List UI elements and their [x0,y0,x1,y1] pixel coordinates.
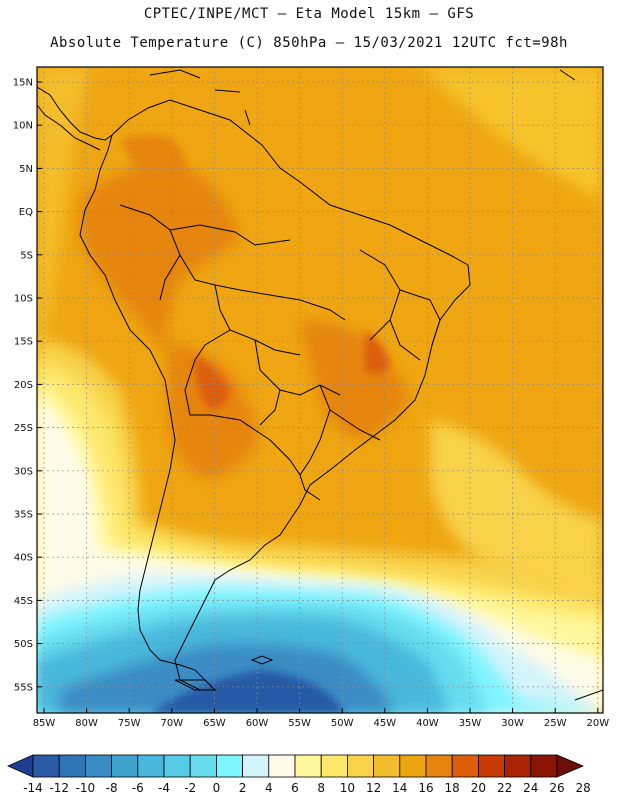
falkland-islands [250,655,274,665]
lat-tick-label: 15N [13,78,33,89]
gridlines [37,67,603,713]
africa-coast [574,689,603,701]
colorbar-swatch [346,754,374,778]
colorbar-swatch [189,754,217,778]
colorbar-swatch [451,754,479,778]
colorbar-tick-label: 26 [549,781,564,795]
colorbar-tick-label: 10 [340,781,355,795]
colorbar-swatch [477,754,505,778]
colorbar-swatch [242,754,270,778]
lat-tick-label: 50S [14,639,33,650]
colorbar-tick-label: 8 [317,781,325,795]
colorbar-swatch [530,754,558,778]
colorbar-tick-label: 6 [291,781,299,795]
colorbar-tick-label: 12 [366,781,381,795]
chart-title: CPTEC/INPE/MCT – Eta Model 15km – GFS [143,6,475,22]
lon-tick-label: 85W [33,718,56,729]
lat-tick-label: 10S [14,294,33,305]
lat-tick-label: 5N [19,164,33,175]
longitude-axis: 85W 80W 75W 70W 65W 60W 55W 50W 45W 40W 35W 30W 25W 2… [33,708,609,729]
lat-tick-label: 45S [14,596,33,607]
lon-tick-label: 80W [75,718,98,729]
colorbar-tick-label: 4 [265,781,273,795]
colorbar-tick-label: 18 [445,781,460,795]
colorbar-swatch [111,754,139,778]
lat-tick-label: 15S [14,337,33,348]
lat-tick-label: 40S [14,553,33,564]
lon-tick-label: 75W [118,718,141,729]
latitude-axis: 15N 10N 5N EQ 5S 10S 15S 20S 25S 30S 35S 40S 45S 50S 5… [13,78,42,693]
colorbar-tick-label: 20 [471,781,486,795]
colorbar-max-arrow [556,754,585,778]
lat-tick-label: 5S [20,250,33,261]
lat-tick-label: 10N [13,121,33,132]
colorbar-tick-label: -10 [76,781,96,795]
lon-tick-label: 65W [203,718,226,729]
colorbar-swatch [215,754,243,778]
colorbar-tick-label: 14 [392,781,407,795]
central-america-coastline [37,86,113,151]
colorbar: -14 -12 -10 -8 -6 -4 -2 0 2 4 6 8 10 12 14 16 18 20 22 24 26… [7,754,591,795]
colorbar-tick-label: 28 [576,781,591,795]
colorbar-tick-label: 22 [497,781,512,795]
lat-tick-label: 25S [14,423,33,434]
colorbar-tick-label: 24 [523,781,538,795]
lon-tick-label: 70W [160,718,183,729]
lat-tick-label: 35S [14,510,33,521]
plot-frame [36,66,604,714]
colorbar-tick-label: 0 [213,781,221,795]
colorbar-tick-label: -8 [106,781,118,795]
colorbar-tick-label: -6 [132,781,144,795]
lon-tick-label: 25W [544,718,567,729]
colorbar-swatch [85,754,113,778]
colorbar-tick-label: -4 [158,781,170,795]
lat-tick-label: EQ [19,207,33,218]
lat-tick-label: 55S [14,682,33,693]
country-borders [119,204,441,501]
colorbar-tick-label: -2 [184,781,196,795]
colorbar-swatch [163,754,191,778]
south-america-coastline [79,99,471,691]
colorbar-tick-label: -12 [49,781,69,795]
colorbar-swatch [373,754,401,778]
colorbar-swatch [294,754,322,778]
tierra-del-fuego [174,679,217,691]
colorbar-swatch [425,754,453,778]
lon-tick-label: 60W [246,718,269,729]
land-outlines [37,69,603,701]
colorbar-swatch [32,754,60,778]
lon-tick-label: 35W [459,718,482,729]
caribbean-islands [149,69,576,126]
chart-subtitle: Absolute Temperature (C) 850hPa – 15/03/… [50,35,568,51]
lon-tick-label: 20W [586,718,609,729]
lon-tick-label: 50W [331,718,354,729]
colorbar-tick-label: -14 [23,781,43,795]
colorbar-tick-label: 2 [239,781,247,795]
colorbar-swatch [268,754,296,778]
colorbar-min-arrow [7,754,34,778]
colorbar-swatch [320,754,348,778]
colorbar-swatch [504,754,532,778]
colorbar-swatch [58,754,86,778]
colorbar-swatch [137,754,165,778]
lat-tick-label: 20S [14,380,33,391]
colorbar-tick-label: 16 [418,781,433,795]
temperature-field [37,67,603,713]
lon-tick-label: 45W [373,718,396,729]
lon-tick-label: 55W [288,718,311,729]
lat-tick-label: 30S [14,466,33,477]
lon-tick-label: 30W [501,718,524,729]
lon-tick-label: 40W [416,718,439,729]
colorbar-swatch [399,754,427,778]
